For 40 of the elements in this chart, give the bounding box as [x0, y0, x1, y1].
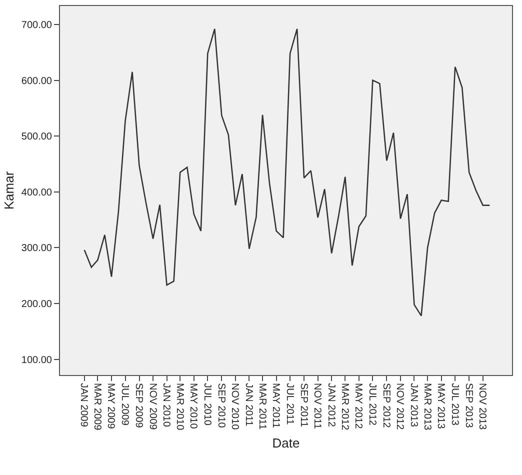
x-tick-label: JAN 2009 [78, 383, 90, 428]
x-tick-label: NOV 2013 [476, 383, 488, 430]
x-tick-label: NOV 2011 [312, 383, 323, 430]
x-tick-label: JUL 2010 [201, 383, 212, 426]
y-tick-label: 600.00 [21, 76, 52, 87]
x-axis-title: Date [272, 435, 300, 450]
y-tick-label: 500.00 [21, 132, 52, 143]
x-tick-label: SEP 2009 [133, 383, 144, 428]
x-tick-label: MAY 2013 [435, 383, 446, 430]
x-tick-label: SEP 2010 [215, 383, 226, 428]
x-tick-label: SEP 2012 [380, 383, 392, 428]
x-tick-label: MAY 2011 [270, 383, 282, 428]
x-tick-label: MAR 2013 [421, 383, 432, 431]
y-tick-label: 700.00 [21, 20, 52, 31]
x-tick-label: SEP 2013 [462, 383, 474, 428]
x-tick-label: NOV 2012 [394, 383, 406, 430]
y-tick-label: 400.00 [21, 187, 52, 198]
x-tick-label: MAR 2011 [256, 383, 268, 430]
x-tick-label: JUL 2009 [119, 383, 130, 426]
x-tick-label: MAR 2010 [174, 383, 185, 431]
y-tick-label: 300.00 [21, 243, 52, 254]
x-tick-label: NOV 2009 [146, 383, 158, 430]
x-tick-label: JUL 2011 [284, 383, 295, 426]
x-tick-label: MAY 2012 [352, 383, 364, 430]
y-tick-label: 100.00 [21, 354, 52, 366]
y-axis-title: Kamar [1, 170, 16, 210]
x-tick-label: JAN 2010 [160, 383, 172, 428]
x-tick-label: JAN 2011 [242, 383, 254, 427]
y-tick-label: 200.00 [21, 299, 52, 310]
line-series [84, 28, 490, 316]
x-tick-label: MAR 2012 [338, 383, 350, 431]
x-tick-label: JAN 2012 [325, 383, 336, 428]
x-tick-label: JAN 2013 [408, 383, 419, 428]
x-tick-label: JUL 2013 [448, 383, 460, 426]
x-tick-label: MAR 2009 [91, 383, 102, 431]
x-tick-label: SEP 2011 [298, 383, 309, 428]
x-tick-label: NOV 2010 [229, 383, 240, 430]
x-tick-label: MAY 2009 [105, 383, 116, 430]
x-tick-label: JUL 2012 [366, 383, 378, 426]
x-tick-label: MAY 2010 [188, 383, 199, 430]
